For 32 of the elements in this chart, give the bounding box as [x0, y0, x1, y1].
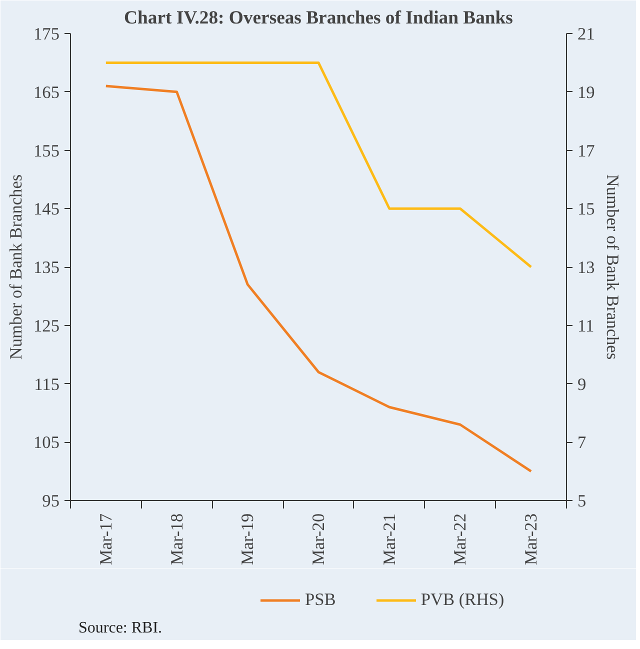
y-tick-label: 95 — [42, 492, 60, 510]
x-tick-label: Mar-20 — [309, 513, 328, 566]
y2-tick-label: 5 — [578, 492, 586, 510]
y2-tick-label: 19 — [578, 82, 595, 102]
source-note: Source: RBI. — [78, 620, 162, 636]
y-tick-label: 165 — [34, 82, 60, 102]
x-tick-label: Mar-21 — [380, 513, 399, 566]
y2-tick-label: 13 — [578, 258, 595, 277]
y-tick-label: 135 — [34, 258, 60, 277]
line-series — [104, 84, 532, 473]
y2-tick-label: 21 — [578, 24, 595, 44]
x-tick-label: Mar-19 — [238, 513, 258, 566]
x-tick-label: Mar-22 — [450, 513, 470, 566]
x-tick-label: Mar-17 — [96, 513, 116, 566]
y-tick-label: 175 — [34, 24, 60, 44]
legend-label: PVB (RHS) — [420, 590, 504, 610]
x-tick-label: Mar-23 — [522, 513, 541, 566]
y-tick-label: 115 — [34, 374, 60, 394]
y-tick-label: 125 — [34, 316, 60, 336]
y2-axis-title: Number of Bank Branches — [602, 174, 622, 360]
y2-tick-label: 17 — [578, 141, 596, 160]
chart-title: Chart IV.28: Overseas Branches of Indian Banks — [124, 8, 513, 28]
legend-label: PSB — [305, 590, 336, 610]
y2-tick-label: 9 — [578, 374, 586, 394]
y-tick-label: 145 — [34, 200, 60, 219]
y-tick-label: 155 — [34, 141, 60, 160]
y2-tick-label: 7 — [578, 433, 586, 452]
y-tick-label: 105 — [34, 433, 60, 452]
y-axis-title: Number of Bank Branches — [6, 174, 26, 360]
y2-tick-label: 11 — [578, 316, 594, 336]
x-tick-label: Mar-18 — [167, 513, 186, 566]
y2-tick-label: 15 — [578, 200, 595, 219]
